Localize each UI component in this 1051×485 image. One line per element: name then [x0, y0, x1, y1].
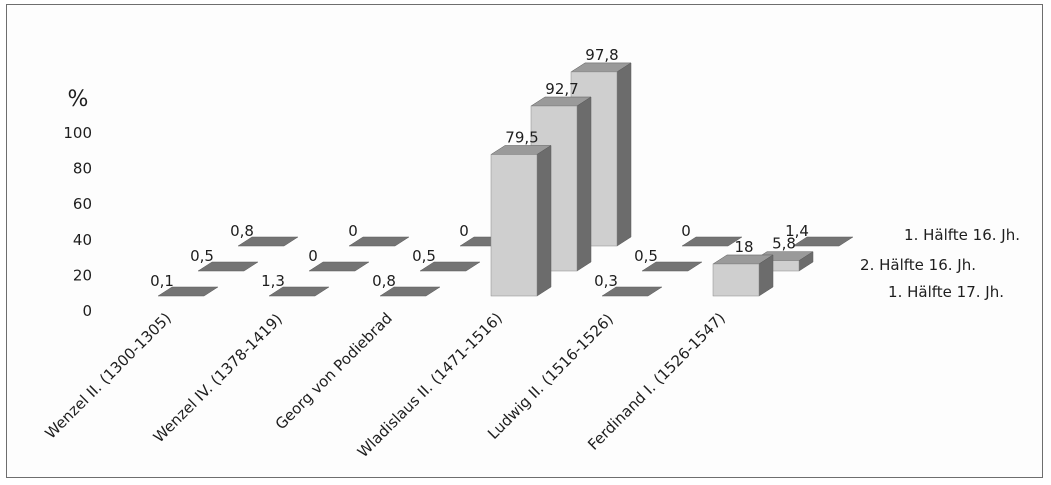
data-label: 0,1 [150, 272, 174, 290]
category-label: Wenzel II. (1300-1305) [41, 309, 174, 442]
y-tick-label: 40 [73, 231, 92, 249]
data-label: 0,8 [372, 272, 396, 290]
data-labels: 0,8 0 0 97,8 0 1,4 0,5 0 0,5 92,7 0,5 5,8 0,1 1,3 0,8 7… [150, 46, 809, 290]
x-axis-category-labels: Wenzel II. (1300-1305)Wenzel IV. (1378-1… [41, 309, 728, 461]
series-label: 1. Hälfte 17. Jh. [888, 283, 1004, 301]
category-label: Ludwig II. (1516-1526) [484, 310, 617, 443]
bars [157, 62, 854, 297]
y-axis: % 0 20 40 60 80 100 [63, 87, 92, 320]
y-tick-label: 60 [73, 195, 92, 213]
data-label: 1,4 [785, 222, 809, 240]
data-label: 0,8 [230, 222, 254, 240]
bar [268, 286, 330, 297]
data-label: 0,5 [634, 247, 658, 265]
bar [712, 254, 774, 297]
bar [641, 261, 703, 272]
bar [419, 261, 481, 272]
bar [490, 145, 552, 297]
series-label: 2. Hälfte 16. Jh. [860, 256, 976, 274]
y-tick-label: 100 [63, 124, 92, 142]
data-label: 5,8 [772, 235, 796, 253]
category-label: Georg von Podiebrad [272, 309, 396, 433]
data-label: 0,5 [190, 247, 214, 265]
data-label: 0 [348, 222, 358, 240]
data-label: 92,7 [545, 80, 578, 98]
data-label: 0,3 [594, 272, 618, 290]
data-label: 0,5 [412, 247, 436, 265]
series-labels: 1. Hälfte 17. Jh. 2. Hälfte 16. Jh. 1. Häl… [860, 226, 1020, 301]
bar [570, 62, 632, 247]
bar [308, 261, 370, 272]
bar [601, 286, 663, 297]
data-label: 79,5 [505, 128, 538, 146]
bar [237, 236, 299, 247]
y-tick-label: 0 [82, 302, 92, 320]
data-label: 0 [681, 222, 691, 240]
y-axis-unit-label: % [68, 87, 89, 112]
series-label: 1. Hälfte 16. Jh. [904, 226, 1020, 244]
bar [681, 236, 743, 247]
y-tick-label: 80 [73, 160, 92, 178]
data-label: 97,8 [585, 46, 618, 64]
bar [792, 236, 854, 247]
data-label: 0 [308, 247, 318, 265]
data-label: 1,3 [261, 272, 285, 290]
data-label: 18 [734, 238, 753, 256]
bar [379, 286, 441, 297]
bar [348, 236, 410, 247]
bar [197, 261, 259, 272]
bar [157, 286, 219, 297]
category-label: Wenzel IV. (1378-1419) [150, 310, 286, 446]
y-tick-label: 20 [73, 266, 92, 284]
data-label: 0 [459, 222, 469, 240]
